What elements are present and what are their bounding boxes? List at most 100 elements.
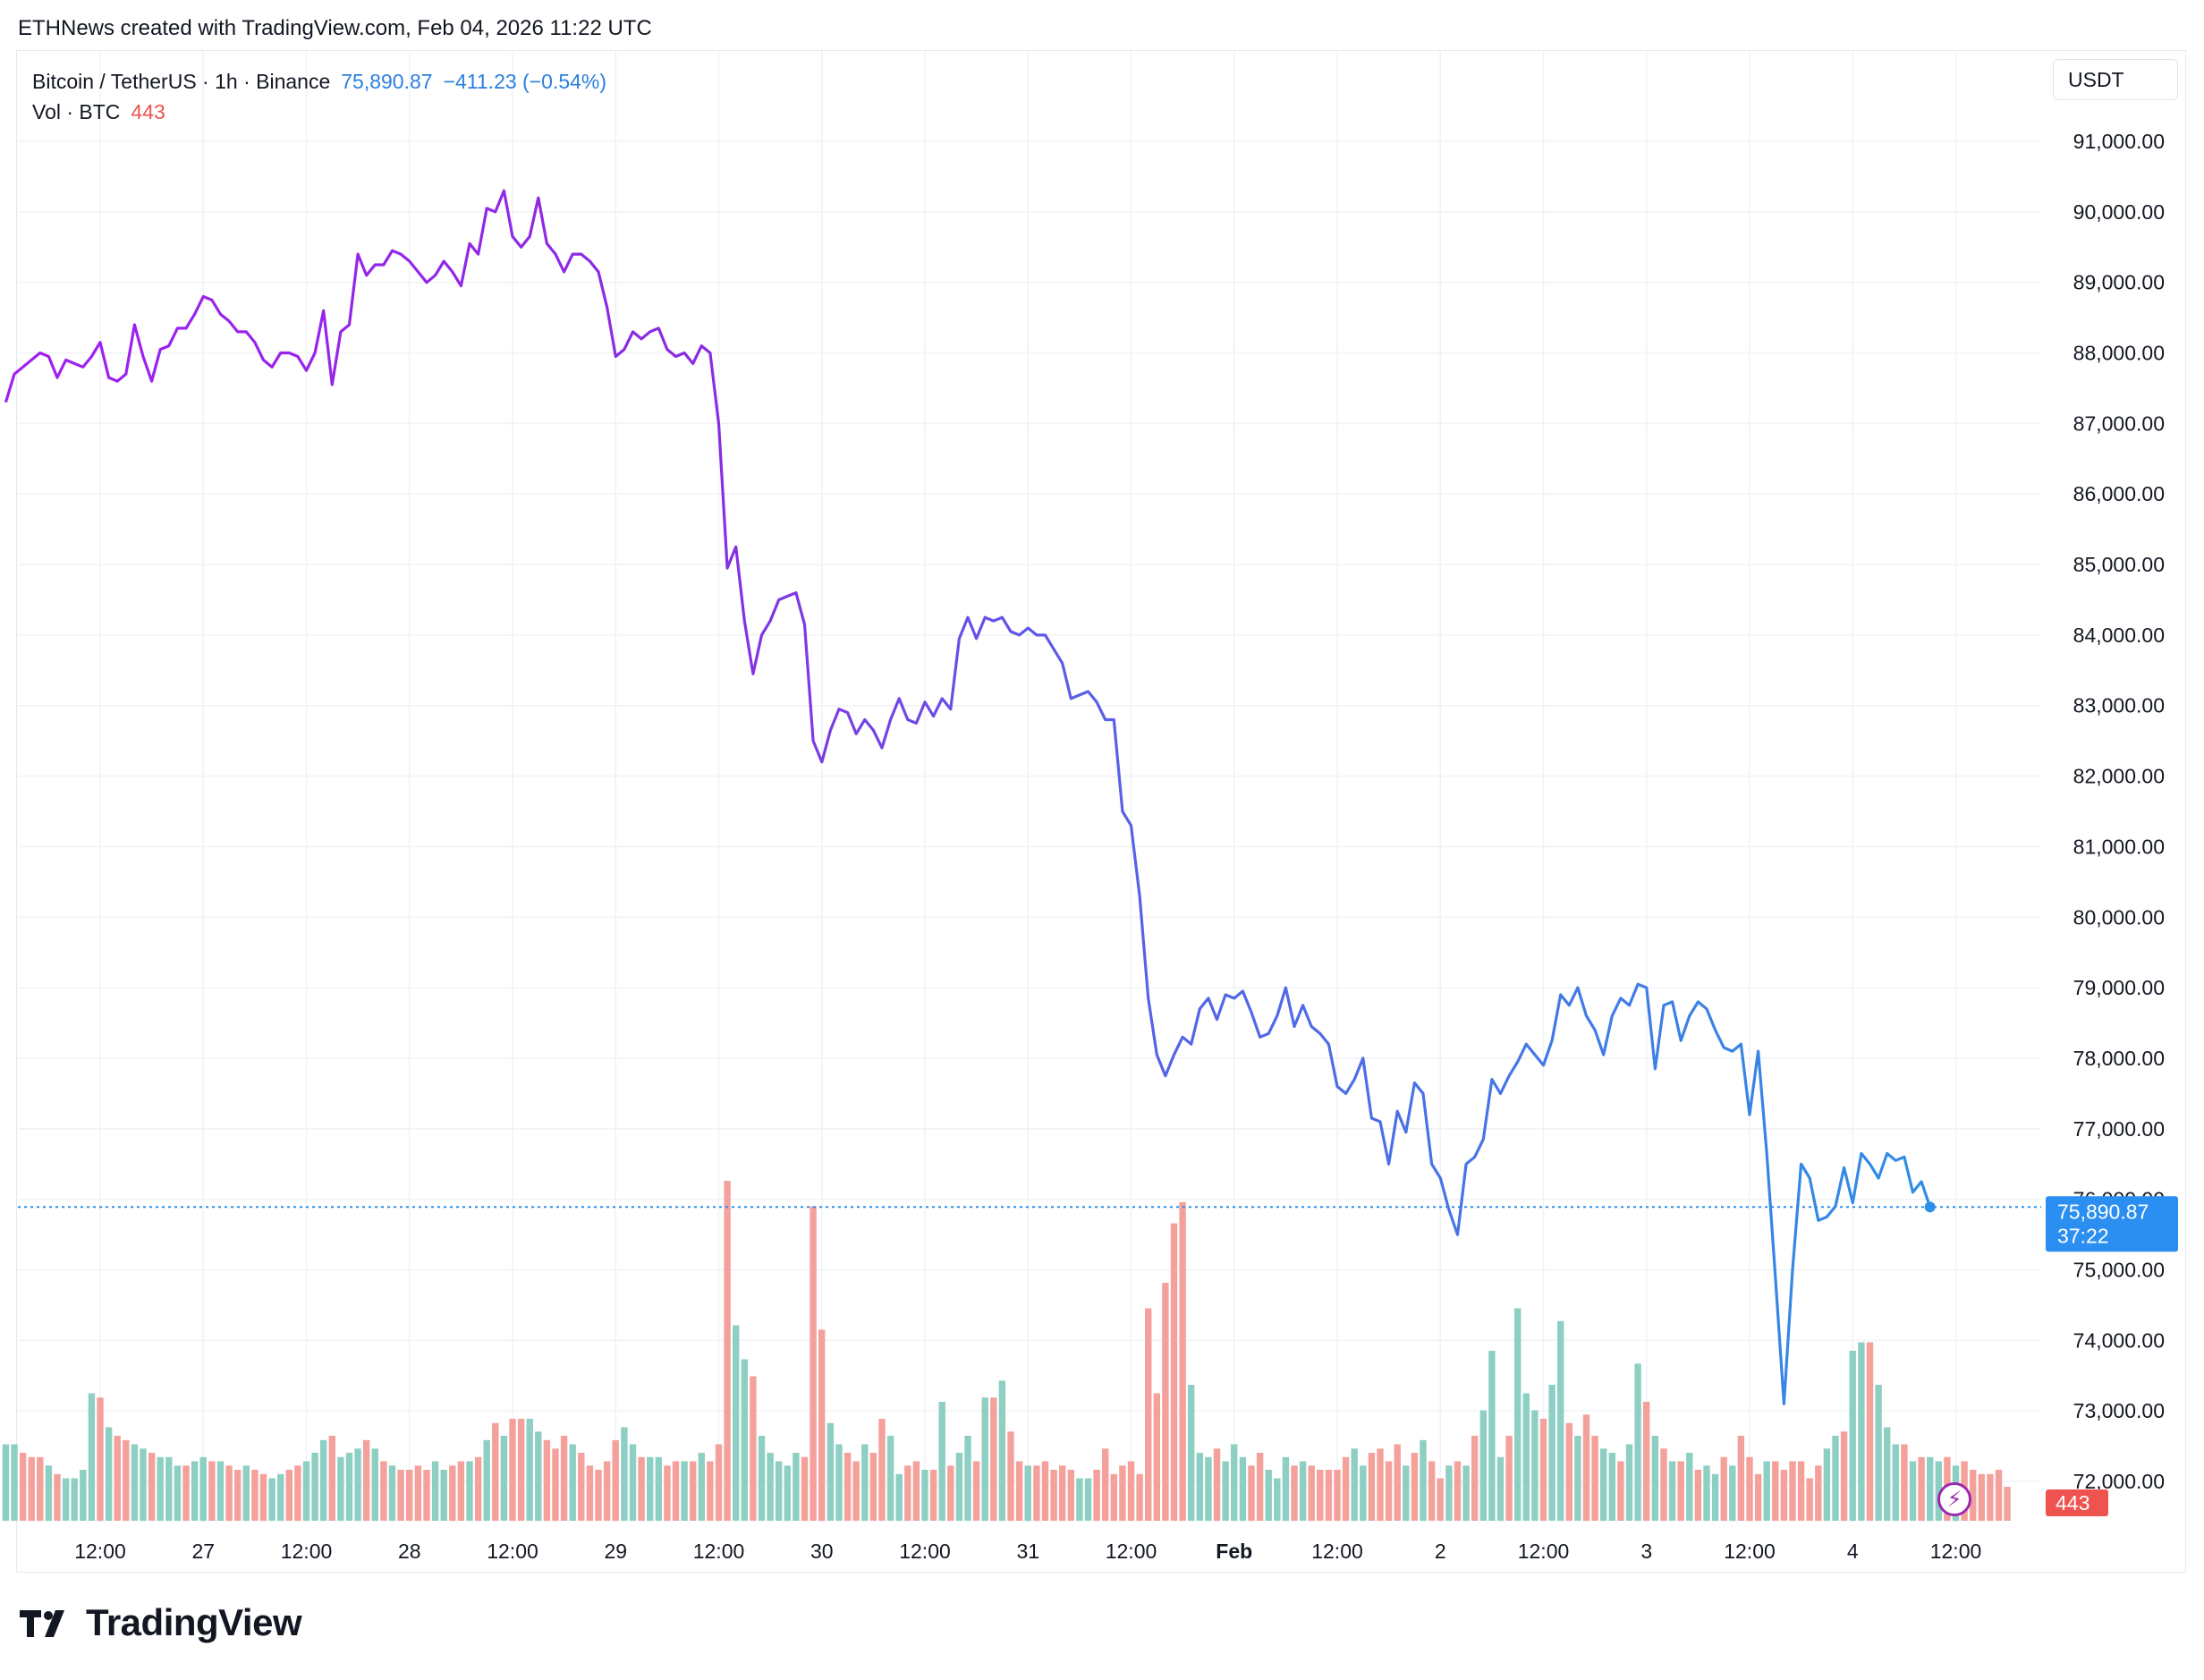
y-tick-label: 91,000.00 — [2073, 130, 2165, 153]
volume-bar — [251, 1470, 259, 1521]
volume-value: 443 — [131, 100, 165, 123]
volume-bar — [1222, 1461, 1229, 1521]
volume-bar — [208, 1461, 216, 1521]
volume-bar — [1334, 1470, 1341, 1521]
volume-bar — [2, 1444, 10, 1521]
price-tag-countdown: 37:22 — [2057, 1224, 2109, 1247]
volume-bar — [1110, 1473, 1117, 1522]
volume-bar — [1136, 1473, 1143, 1522]
volume-bar — [1617, 1461, 1624, 1521]
grid — [18, 51, 2041, 1523]
y-tick-label: 75,000.00 — [2073, 1258, 2165, 1281]
volume-bar — [11, 1444, 18, 1521]
volume-bar — [972, 1461, 980, 1521]
last-price: 75,890.87 — [341, 70, 433, 93]
volume-bar — [1677, 1461, 1684, 1521]
chart-credit: ETHNews created with TradingView.com, Fe… — [18, 16, 652, 40]
volume-bar — [302, 1461, 310, 1521]
volume-bar — [449, 1465, 456, 1522]
volume-bar — [1445, 1465, 1453, 1522]
volume-bar — [406, 1470, 413, 1521]
volume-bar — [268, 1478, 276, 1521]
y-tick-label: 86,000.00 — [2073, 482, 2165, 505]
x-tick-label: 12:00 — [1311, 1540, 1363, 1563]
volume-bar — [1179, 1201, 1186, 1522]
volume-bar — [826, 1422, 835, 1521]
volume-bar — [835, 1444, 843, 1521]
volume-bar — [672, 1461, 680, 1521]
volume-bar — [733, 1325, 740, 1521]
volume-bar — [595, 1470, 602, 1521]
volume-bar — [140, 1448, 147, 1522]
volume-bar — [492, 1422, 499, 1521]
volume-bar — [1153, 1393, 1160, 1521]
volume-bar — [1539, 1419, 1547, 1521]
volume-bar — [414, 1465, 422, 1522]
volume-bar — [1892, 1444, 1899, 1521]
volume-bar — [114, 1436, 121, 1521]
volume-bar — [767, 1453, 774, 1521]
volume-bar — [1454, 1461, 1462, 1521]
volume-bar — [1368, 1453, 1376, 1521]
volume-bar — [105, 1427, 113, 1521]
volume-bar — [1015, 1461, 1023, 1521]
legend-volume-row: Vol · BTC 443 — [32, 97, 606, 127]
volume-bar — [354, 1448, 361, 1522]
volume-bar — [431, 1461, 439, 1521]
volume-bar — [1428, 1461, 1436, 1521]
volume-bar — [938, 1402, 945, 1521]
volume-bar — [466, 1461, 473, 1521]
volume-label[interactable]: Vol · BTC — [32, 100, 121, 123]
x-tick-label: 29 — [604, 1540, 627, 1563]
volume-bar — [947, 1465, 954, 1522]
volume-bar — [818, 1329, 826, 1522]
volume-bar — [1102, 1448, 1109, 1522]
y-axis[interactable]: 72,000.0073,000.0074,000.0075,000.0076,0… — [2073, 130, 2165, 1493]
volume-bar — [1050, 1470, 1057, 1521]
volume-bar — [1196, 1453, 1203, 1521]
volume-bar — [1505, 1436, 1513, 1521]
volume-bar — [165, 1456, 173, 1522]
volume-bar — [88, 1393, 96, 1521]
tradingview-logo-icon — [20, 1610, 64, 1637]
x-tick-label: 12:00 — [899, 1540, 951, 1563]
volume-bar — [1789, 1461, 1796, 1521]
volume-bar — [1522, 1393, 1530, 1521]
volume-bar — [895, 1473, 903, 1522]
volume-bar — [1291, 1465, 1298, 1522]
volume-bar — [1909, 1461, 1917, 1521]
volume-bar — [1574, 1436, 1581, 1521]
volume-bar — [647, 1456, 654, 1522]
volume-bar — [277, 1473, 284, 1522]
volume-bar — [843, 1453, 852, 1521]
volume-bar — [1772, 1461, 1779, 1521]
volume-bar — [131, 1444, 139, 1521]
volume-bar — [174, 1465, 182, 1522]
symbol-label[interactable]: Bitcoin / TetherUS · 1h · Binance — [32, 70, 331, 93]
x-axis[interactable]: 12:00 27 12:00 28 12:00 29 12:00 30 12:00 31 12:00… — [74, 1540, 1981, 1563]
volume-bar — [474, 1456, 482, 1522]
volume-bar — [285, 1470, 292, 1521]
y-tick-label: 73,000.00 — [2073, 1399, 2165, 1422]
y-tick-label: 88,000.00 — [2073, 342, 2165, 365]
price-tag-value: 75,890.87 — [2057, 1200, 2149, 1223]
chart-legend: Bitcoin / TetherUS · 1h · Binance 75,890… — [32, 66, 606, 127]
volume-bar — [1815, 1465, 1822, 1522]
lightning-icon[interactable]: ⚡ — [1937, 1482, 1971, 1516]
tradingview-logo[interactable]: TradingView — [20, 1601, 302, 1644]
volume-bar — [664, 1465, 671, 1522]
volume-bar — [1420, 1439, 1427, 1522]
x-tick-label: 12:00 — [281, 1540, 333, 1563]
volume-bar — [526, 1419, 533, 1521]
currency-selector[interactable]: USDT — [2053, 59, 2178, 100]
volume-bar — [1377, 1448, 1384, 1522]
volume-bar — [1067, 1470, 1074, 1521]
y-tick-label: 89,000.00 — [2073, 271, 2165, 294]
price-series-line — [4, 189, 1932, 1405]
volume-bar — [801, 1456, 809, 1522]
volume-bar — [1411, 1453, 1419, 1521]
volume-bar — [1033, 1465, 1040, 1522]
volume-bar — [1600, 1448, 1607, 1522]
volume-bar — [569, 1444, 576, 1521]
